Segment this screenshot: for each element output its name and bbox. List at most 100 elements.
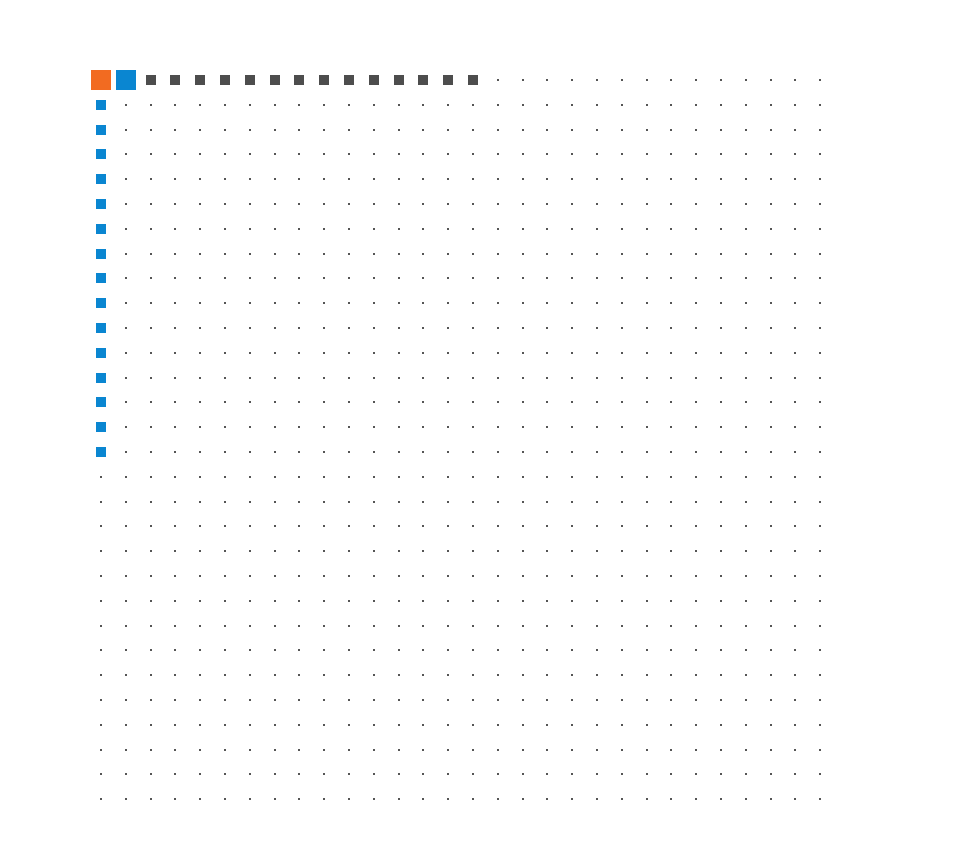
grid-dot <box>571 401 574 404</box>
grid-dot <box>397 153 400 156</box>
grid-dot <box>323 426 326 429</box>
grid-dot <box>720 302 722 305</box>
grid-dot <box>397 599 400 602</box>
grid-dot <box>794 723 797 726</box>
grid-dot <box>397 252 400 255</box>
grid-dot <box>397 103 400 106</box>
grid-dot <box>596 624 598 627</box>
grid-dot <box>744 376 747 379</box>
grid-dot <box>571 599 574 602</box>
grid-dot <box>174 748 177 751</box>
grid-dot <box>769 773 772 776</box>
grid-dot <box>645 798 648 801</box>
grid-dot <box>372 153 375 156</box>
grid-dot <box>794 203 797 205</box>
grid-dot <box>199 178 202 181</box>
grid-dot <box>323 153 326 156</box>
grid-dot <box>819 203 822 205</box>
grid-dot <box>397 351 400 354</box>
grid-dot <box>670 401 673 404</box>
grid-dot <box>273 376 276 379</box>
grid-dot <box>695 550 698 553</box>
grid-dot <box>248 178 251 181</box>
grid-dot <box>645 227 648 230</box>
grid-dot <box>323 128 326 131</box>
grid-dot <box>199 599 202 602</box>
grid-dot <box>720 798 722 801</box>
grid-dot <box>199 798 202 801</box>
grid-dot <box>372 550 375 553</box>
grid-dot <box>819 128 822 131</box>
grid-dot <box>224 426 226 429</box>
grid-dot <box>447 351 450 354</box>
grid-dot <box>744 599 747 602</box>
grid-dot <box>670 227 673 230</box>
grid-dot <box>645 128 648 131</box>
grid-dot <box>273 302 276 305</box>
grid-dot <box>124 500 127 503</box>
grid-dot <box>323 748 326 751</box>
grid-dot <box>149 327 152 329</box>
grid-dot <box>546 302 549 305</box>
grid-dot <box>124 128 127 131</box>
grid-dot <box>596 376 598 379</box>
grid-dot <box>769 798 772 801</box>
grid-dot <box>744 252 747 255</box>
grid-dot <box>546 153 549 156</box>
grid-dot <box>224 351 226 354</box>
grid-dot <box>695 376 698 379</box>
grid-dot <box>422 351 425 354</box>
grid-dot <box>224 153 226 156</box>
grid-dot <box>174 599 177 602</box>
grid-dot <box>422 624 425 627</box>
grid-dot <box>348 252 350 255</box>
grid-dot <box>447 376 450 379</box>
grid-dot <box>199 748 202 751</box>
grid-dot <box>769 277 772 280</box>
grid-dot <box>348 327 350 329</box>
grid-dot <box>571 624 574 627</box>
grid-dot <box>596 575 598 577</box>
grid-dot <box>472 451 474 453</box>
grid-dot <box>323 351 326 354</box>
grid-dot <box>695 798 698 801</box>
grid-dot <box>273 575 276 577</box>
grid-dot <box>720 103 722 106</box>
grid-dot <box>546 426 549 429</box>
grid-dot <box>298 277 301 280</box>
grid-dot <box>323 599 326 602</box>
grid-dot <box>769 227 772 230</box>
grid-dot <box>769 302 772 305</box>
grid-dot <box>323 649 326 652</box>
grid-dot <box>224 798 226 801</box>
grid-dot <box>794 575 797 577</box>
grid-dot <box>571 773 574 776</box>
grid-dot <box>124 550 127 553</box>
grid-dot <box>670 376 673 379</box>
grid-dot <box>720 401 722 404</box>
grid-dot <box>695 128 698 131</box>
grid-dot <box>546 599 549 602</box>
grid-dot <box>670 252 673 255</box>
grid-dot <box>794 649 797 652</box>
horizontal-segment <box>319 75 330 85</box>
grid-dot <box>248 277 251 280</box>
vertical-segment <box>96 397 106 408</box>
grid-dot <box>372 500 375 503</box>
grid-dot <box>298 674 301 677</box>
grid-dot <box>769 550 772 553</box>
grid-dot <box>199 103 202 106</box>
grid-dot <box>794 128 797 131</box>
grid-dot <box>744 203 747 205</box>
grid-dot <box>273 500 276 503</box>
grid-dot <box>645 203 648 205</box>
grid-dot <box>422 773 425 776</box>
grid-dot <box>472 475 474 478</box>
grid-dot <box>744 699 747 701</box>
grid-dot <box>348 351 350 354</box>
vertical-segment <box>96 223 106 234</box>
grid-dot <box>472 426 474 429</box>
grid-dot <box>769 723 772 726</box>
grid-dot <box>199 327 202 329</box>
